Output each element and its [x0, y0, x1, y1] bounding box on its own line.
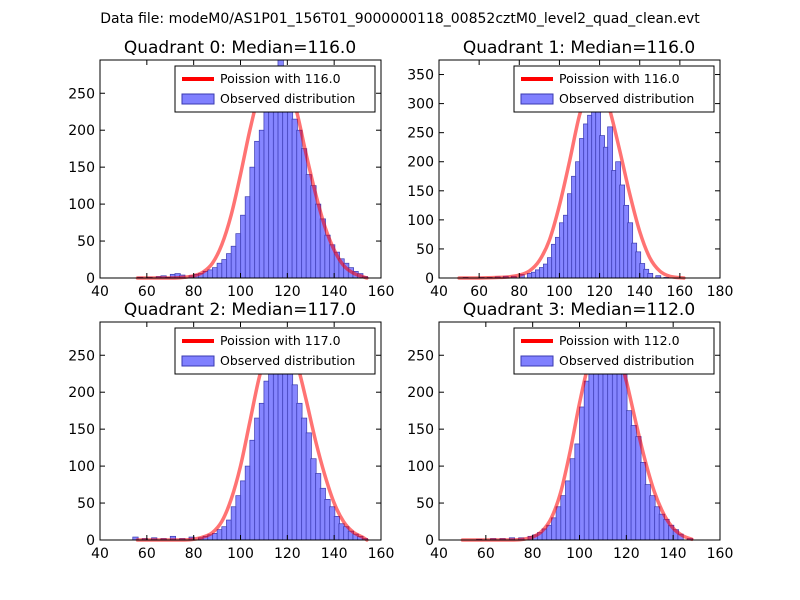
y-tick-label: 50: [416, 242, 434, 258]
quadrant-0-axes: 40 60 80 100 120 140 160 0 50 100 150 200 250: [68, 59, 395, 300]
x-tick-label: 120: [274, 284, 301, 300]
y-tick-label: 100: [407, 459, 434, 475]
y-tick-label: 0: [425, 271, 434, 287]
x-tick-label: 180: [707, 284, 734, 300]
y-tick-label: 0: [425, 533, 434, 549]
legend-frame: [174, 65, 376, 113]
quadrant-3-axes: 40 60 80 100 120 140 160 0 50 100 150 200 250: [407, 321, 734, 562]
quadrant-0-legend: Poission with 116.0 Observed distributio…: [174, 65, 376, 113]
x-tick-label: 140: [626, 284, 653, 300]
y-tick-label: 200: [407, 155, 434, 171]
x-tick-label: 100: [546, 284, 573, 300]
x-tick-label: 160: [368, 284, 395, 300]
legend-curve-label: Poission with 116.0: [220, 71, 341, 86]
y-tick-label: 150: [68, 160, 95, 176]
legend-bar-label: Observed distribution: [559, 353, 694, 368]
y-tick-label: 50: [77, 234, 95, 250]
x-tick-label: 40: [91, 546, 109, 562]
x-tick-label: 100: [227, 546, 254, 562]
quadrant-1-axes: 40 60 80 100 120 140 160 180 0 50 100 150 200 250 300 3…: [407, 59, 734, 300]
y-tick-label: 100: [407, 213, 434, 229]
quadrant-1-legend: Poission with 116.0 Observed distributio…: [513, 65, 715, 113]
y-tick-label: 0: [86, 533, 95, 549]
x-tick-label: 120: [586, 284, 613, 300]
x-tick-label: 140: [321, 284, 348, 300]
x-tick-label: 160: [707, 546, 734, 562]
legend-bar-label: Observed distribution: [220, 91, 355, 106]
quadrant-0-title: Quadrant 0: Median=116.0: [124, 38, 356, 58]
quadrant-1-title: Quadrant 1: Median=116.0: [463, 38, 695, 58]
quadrant-1-panel: Quadrant 1: Median=116.0 40 60 80 100 120 140…: [407, 38, 733, 300]
x-tick-label: 100: [227, 284, 254, 300]
legend-bar-label: Observed distribution: [220, 353, 355, 368]
quadrant-0-panel: Quadrant 0: Median=116.0 40 60 80 100 120 140…: [68, 38, 394, 300]
x-tick-label: 40: [430, 284, 448, 300]
quadrant-2-axes: 40 60 80 100 120 140 160 0 50 100 150 200 250: [68, 321, 395, 562]
y-tick-label: 200: [68, 123, 95, 139]
legend-curve-label: Poission with 116.0: [559, 71, 680, 86]
y-tick-label: 150: [68, 422, 95, 438]
x-tick-label: 80: [524, 546, 542, 562]
quadrant-3-title: Quadrant 3: Median=112.0: [463, 300, 695, 320]
legend-bar-swatch: [181, 355, 215, 367]
quadrant-2-title: Quadrant 2: Median=117.0: [124, 300, 356, 320]
x-tick-label: 140: [660, 546, 687, 562]
y-tick-label: 250: [407, 348, 434, 364]
legend-bar-label: Observed distribution: [559, 91, 694, 106]
x-tick-label: 120: [613, 546, 640, 562]
legend-curve-label: Poission with 117.0: [220, 333, 341, 348]
x-tick-label: 60: [477, 546, 495, 562]
y-tick-label: 250: [407, 126, 434, 142]
y-tick-label: 250: [68, 86, 95, 102]
x-tick-label: 160: [368, 546, 395, 562]
y-tick-label: 100: [68, 459, 95, 475]
y-tick-label: 150: [407, 184, 434, 200]
x-tick-label: 140: [321, 546, 348, 562]
y-tick-label: 50: [77, 496, 95, 512]
x-tick-label: 60: [138, 546, 156, 562]
quadrant-0-histogram: [137, 59, 369, 279]
y-tick-label: 200: [68, 385, 95, 401]
y-tick-label: 150: [407, 422, 434, 438]
y-tick-label: 0: [86, 271, 95, 287]
legend-bar-swatch: [181, 93, 215, 105]
legend-curve-label: Poission with 112.0: [559, 333, 680, 348]
quadrant-2-legend: Poission with 117.0 Observed distributio…: [174, 327, 376, 375]
x-tick-label: 80: [510, 284, 528, 300]
y-tick-label: 250: [68, 348, 95, 364]
x-tick-label: 80: [185, 284, 203, 300]
legend-bar-swatch: [520, 355, 554, 367]
quadrant-3-panel: Quadrant 3: Median=112.0 40 60 80 100 120 140…: [407, 300, 733, 562]
y-tick-label: 300: [407, 97, 434, 113]
y-tick-label: 350: [407, 68, 434, 84]
y-tick-label: 200: [407, 385, 434, 401]
x-tick-label: 120: [274, 546, 301, 562]
page-title: Data file: modeM0/AS1P01_156T01_90000001…: [100, 11, 700, 27]
y-tick-label: 100: [68, 197, 95, 213]
x-tick-label: 160: [666, 284, 693, 300]
x-tick-label: 80: [185, 546, 203, 562]
quadrant-3-legend: Poission with 112.0 Observed distributio…: [513, 327, 715, 375]
x-tick-label: 40: [91, 284, 109, 300]
quadrant-2-panel: Quadrant 2: Median=117.0 40 60 80 100 120 140…: [68, 300, 394, 562]
x-tick-label: 100: [566, 546, 593, 562]
x-tick-label: 60: [470, 284, 488, 300]
y-tick-label: 50: [416, 496, 434, 512]
legend-bar-swatch: [520, 93, 554, 105]
histogram-bar: [647, 273, 654, 279]
x-tick-label: 60: [138, 284, 156, 300]
plot-frame: [438, 59, 721, 279]
x-tick-label: 40: [430, 546, 448, 562]
